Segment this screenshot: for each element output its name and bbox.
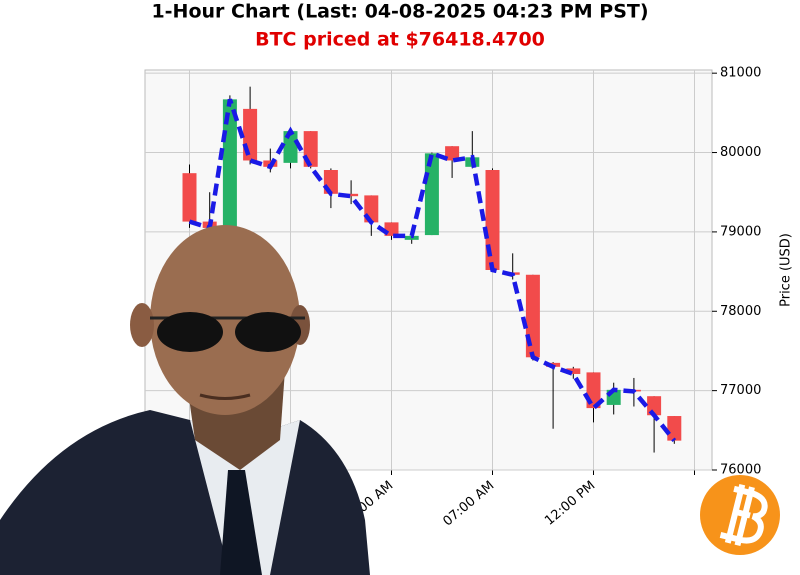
- chart-title: 1-Hour Chart (Last: 04-08-2025 04:23 PM …: [151, 1, 648, 23]
- chart-subtitle: BTC priced at $76418.4700: [255, 29, 545, 51]
- y-axis-label: Price (USD): [779, 233, 794, 307]
- candle-body: [344, 193, 359, 197]
- candle-body: [566, 368, 581, 374]
- lens: [157, 312, 223, 352]
- ear: [130, 303, 154, 347]
- tie: [220, 470, 262, 575]
- candle-body: [182, 173, 197, 222]
- close-line: [188, 98, 677, 443]
- suit: [0, 410, 370, 575]
- candle-body: [667, 416, 682, 441]
- head: [150, 225, 300, 415]
- x-tick-label: 12:00 PM: [542, 478, 598, 528]
- bitcoin-symbol: [719, 483, 768, 547]
- candle-body: [445, 146, 460, 161]
- mouth: [199, 393, 251, 400]
- y-tick-label: 76000: [720, 463, 761, 478]
- x-tick-label: 07:00 AM: [440, 478, 497, 529]
- candle-body: [647, 396, 662, 416]
- y-tick-label: 78000: [720, 304, 761, 319]
- y-tick-label: 81000: [720, 66, 761, 81]
- y-tick-label: 80000: [720, 145, 761, 160]
- lens: [235, 312, 301, 352]
- y-tick-label: 79000: [720, 224, 761, 239]
- overlay-image: [0, 225, 780, 575]
- y-tick-label: 77000: [720, 383, 761, 398]
- candle-body: [283, 131, 298, 163]
